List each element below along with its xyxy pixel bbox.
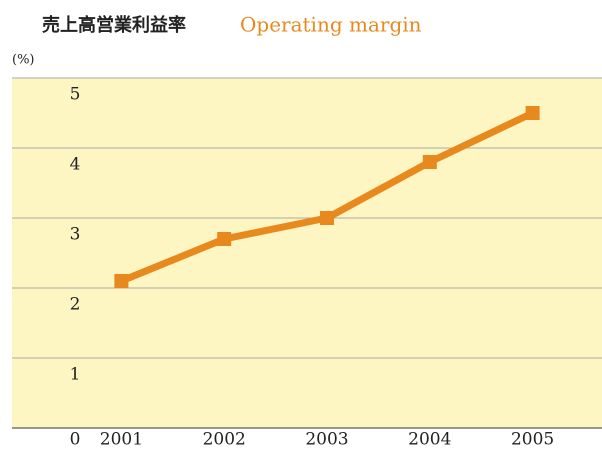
x-tick-label: 2004 xyxy=(408,430,451,450)
marker xyxy=(217,232,232,246)
chart-subtitle: Operating margin xyxy=(240,13,422,37)
x-tick-label: 2003 xyxy=(305,430,348,450)
marker xyxy=(320,211,334,225)
x-tick-label: 2001 xyxy=(100,430,143,450)
marker xyxy=(525,106,540,120)
y-tick-label: 1 xyxy=(70,365,81,385)
marker xyxy=(114,274,129,288)
y-tick-label: 5 xyxy=(70,85,81,105)
y-tick-label: 4 xyxy=(70,155,81,175)
y-tick-label: 0 xyxy=(70,430,81,450)
x-tick-label: 2002 xyxy=(203,430,246,450)
y-tick-label: 3 xyxy=(70,225,81,245)
chart-title: 売上高営業利益率 xyxy=(42,14,186,36)
y-axis-label: (%) xyxy=(12,53,35,68)
y-tick-label: 2 xyxy=(70,295,81,315)
plot-background xyxy=(12,78,602,428)
marker xyxy=(422,155,437,169)
x-tick-label: 2005 xyxy=(511,430,554,450)
